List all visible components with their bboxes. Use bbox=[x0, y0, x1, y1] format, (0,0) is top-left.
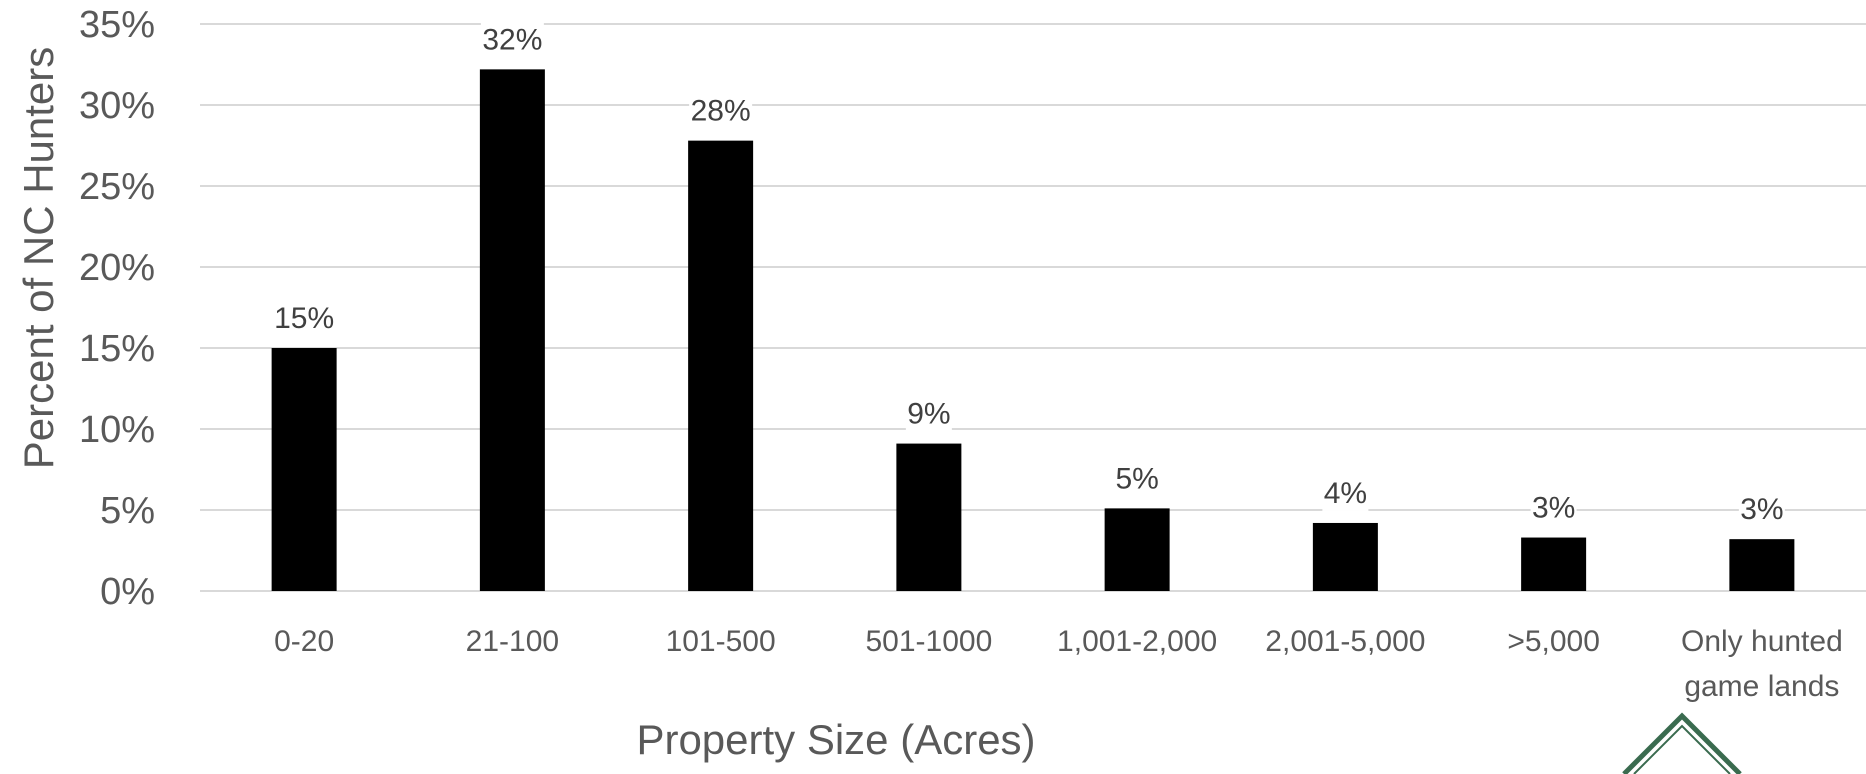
data-labels: 15% 32% 28% 9% 5% 4% 3% 3% bbox=[272, 19, 1785, 528]
y-tick-label: 25% bbox=[79, 166, 155, 208]
bar bbox=[479, 69, 545, 592]
nc-wildlife-logo-icon bbox=[1622, 712, 1742, 774]
x-tick-label: 0-20 bbox=[274, 625, 334, 658]
data-label-background bbox=[1114, 458, 1161, 497]
bar bbox=[896, 443, 962, 591]
y-tick-label: 5% bbox=[100, 490, 155, 532]
x-tick-label: 501-1000 bbox=[865, 625, 992, 658]
x-tick-label: 2,001-5,000 bbox=[1265, 625, 1425, 658]
data-label: 3% bbox=[1532, 492, 1575, 525]
x-tick-label: Only hunted bbox=[1681, 625, 1843, 658]
y-axis-title: Percent of NC Hunters bbox=[15, 47, 62, 470]
x-tick-label: 21-100 bbox=[466, 625, 559, 658]
data-label: 15% bbox=[274, 302, 334, 335]
data-label-background bbox=[272, 298, 336, 336]
data-label: 9% bbox=[907, 398, 950, 431]
gridlines bbox=[200, 23, 1866, 592]
data-label: 32% bbox=[482, 23, 542, 56]
y-tick-label: 0% bbox=[100, 571, 155, 613]
data-label: 3% bbox=[1740, 493, 1783, 526]
x-axis-title: Property Size (Acres) bbox=[636, 716, 1035, 763]
y-tick-label: 30% bbox=[79, 85, 155, 127]
x-axis-ticks: 0-20 21-100 101-500 501-1000 1,001-2,000 2,00… bbox=[274, 625, 1843, 703]
bars bbox=[271, 69, 1795, 592]
data-label-background bbox=[1738, 489, 1785, 528]
data-label: 28% bbox=[691, 95, 751, 128]
x-tick-label: 1,001-2,000 bbox=[1057, 625, 1217, 658]
bar bbox=[1104, 508, 1170, 591]
data-label-background bbox=[480, 19, 544, 58]
data-label: 5% bbox=[1115, 462, 1158, 495]
bar bbox=[1521, 537, 1587, 591]
y-tick-label: 35% bbox=[79, 4, 155, 46]
x-tick-label: 101-500 bbox=[666, 625, 776, 658]
x-tick-label: >5,000 bbox=[1507, 625, 1600, 658]
data-label-background bbox=[689, 90, 753, 129]
bar bbox=[1312, 522, 1378, 591]
bar bbox=[271, 348, 337, 591]
x-tick-label: game lands bbox=[1684, 670, 1839, 703]
data-label: 4% bbox=[1324, 477, 1367, 510]
y-tick-label: 15% bbox=[79, 328, 155, 370]
y-axis-ticks: 0% 5% 10% 15% 20% 25% 30% 35% bbox=[79, 4, 155, 613]
bar bbox=[1729, 539, 1795, 591]
data-label-background bbox=[1530, 487, 1577, 526]
bar bbox=[688, 140, 754, 591]
data-label-background bbox=[905, 393, 952, 432]
y-tick-label: 20% bbox=[79, 247, 155, 289]
y-tick-label: 10% bbox=[79, 409, 155, 451]
data-label-background bbox=[1322, 472, 1369, 511]
